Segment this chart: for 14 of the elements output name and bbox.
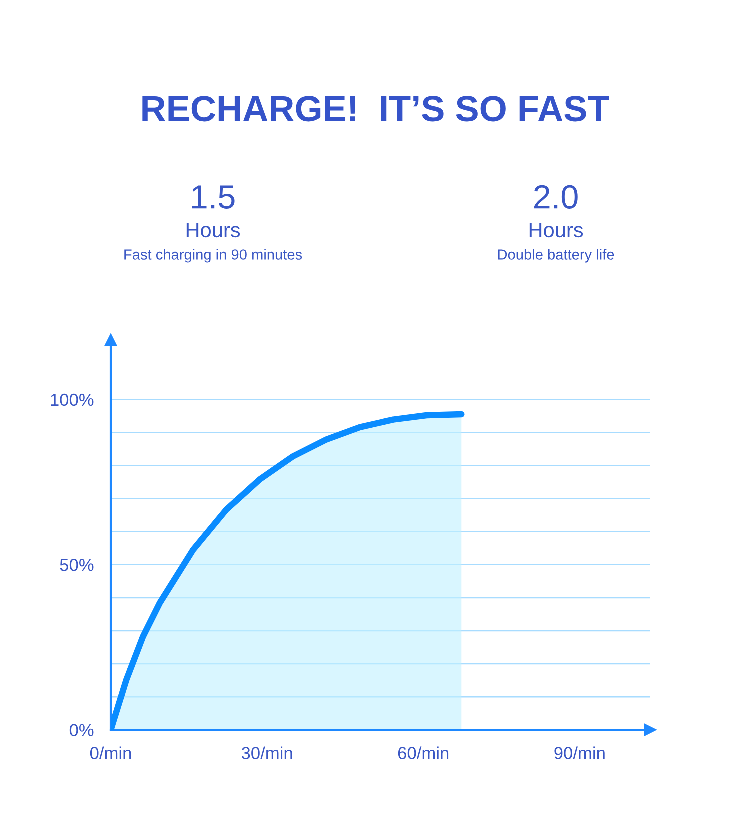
- chart-title: RECHARGE! IT’S SO FAST: [142, 96, 610, 122]
- y-tick-label: 50%: [60, 559, 94, 572]
- text: 1.5: [192, 186, 235, 209]
- text: Hours: [530, 223, 584, 238]
- x-tick-label: 30/min: [242, 746, 292, 760]
- x-tick-label: 90/min: [554, 746, 605, 760]
- text: Fast charging in 90 minutes: [124, 249, 302, 263]
- text: Double battery life: [498, 249, 614, 263]
- y-tick-label: 100%: [51, 394, 94, 406]
- text: 2.0: [534, 185, 578, 209]
- text: Hours: [186, 223, 240, 238]
- x-tick-label: 0/min: [90, 746, 132, 760]
- y-tick-label: 0%: [70, 724, 94, 737]
- x-tick-label: 60/min: [398, 746, 449, 760]
